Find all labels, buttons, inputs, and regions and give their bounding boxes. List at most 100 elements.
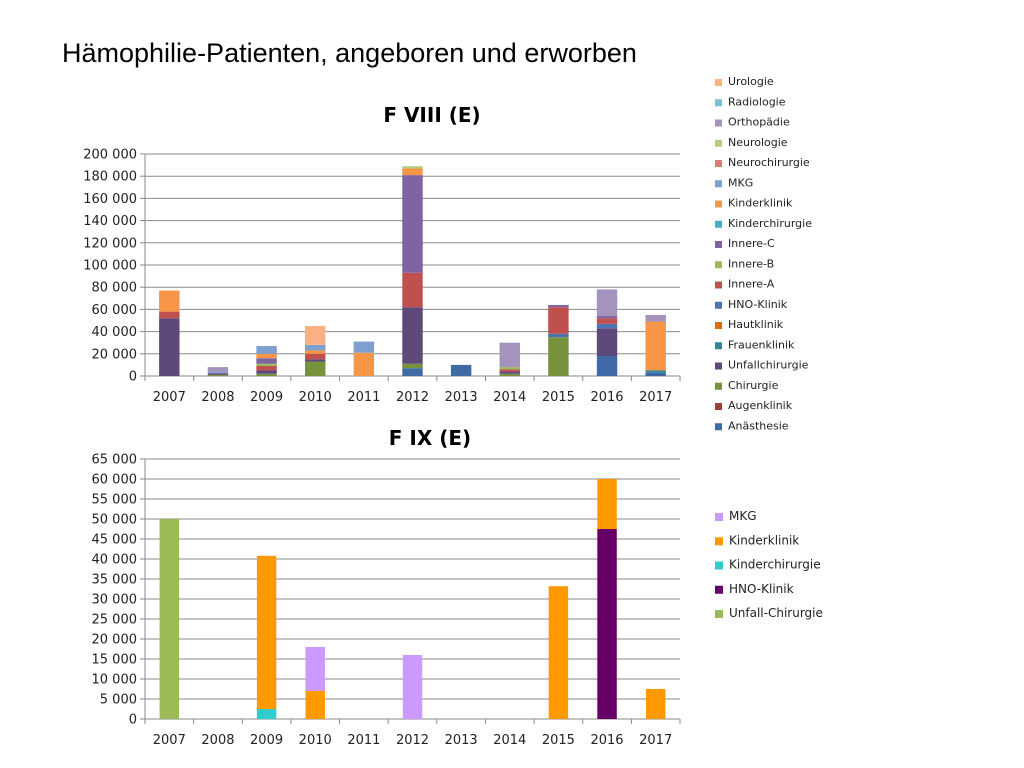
chart-title: F IX (E) bbox=[389, 426, 471, 450]
x-tick-label: 2013 bbox=[445, 390, 478, 405]
slide-title: Hämophilie-Patienten, angeboren und erwo… bbox=[62, 38, 637, 68]
x-tick-label: 2016 bbox=[590, 733, 623, 748]
x-tick-label: 2009 bbox=[250, 390, 283, 405]
chart-f-viii: F VIII (E) 0 20 000 40 000 60 000 80 000 100 0… bbox=[83, 75, 812, 432]
x-tick-label: 2017 bbox=[639, 733, 672, 748]
x-tick-label: 2011 bbox=[347, 733, 380, 748]
bar-segment-kinderklinik-2009 bbox=[256, 555, 277, 709]
legend-swatch-anaesthesie bbox=[715, 423, 722, 431]
bar-segment-innere-c-2016 bbox=[596, 316, 618, 319]
bar-segment-innere-a-2015 bbox=[548, 307, 569, 334]
bar-segment-innere-a-2007 bbox=[159, 311, 180, 319]
bar-segment-mkg-2009 bbox=[256, 346, 277, 354]
bar-segment-anaesthesie-2017 bbox=[645, 372, 666, 376]
x-tick-label: 2010 bbox=[299, 733, 332, 748]
legend-swatch-hno-klinik bbox=[715, 585, 723, 594]
bar-segment-unfallchirurgie-2009 bbox=[256, 370, 277, 374]
legend-label-kinderklinik: Kinderklinik bbox=[729, 533, 799, 547]
legend-label-innere-b: Innere-B bbox=[728, 257, 774, 270]
bar-segment-orthopaedie-2016 bbox=[596, 289, 618, 317]
legend-swatch-unfall-chirurgie bbox=[715, 610, 723, 618]
y-tick-label: 120 000 bbox=[83, 236, 137, 251]
bar-segment-unfall-chirurgie-2007 bbox=[159, 519, 180, 719]
bar-segment-innere-c-2015 bbox=[548, 304, 569, 308]
x-tick-label: 2007 bbox=[153, 390, 186, 405]
bar-segment-innere-a-2012 bbox=[402, 272, 423, 308]
x-tick-label: 2008 bbox=[201, 733, 234, 748]
legend-label-mkg: MKG bbox=[729, 509, 757, 523]
y-tick-label: 5 000 bbox=[100, 693, 137, 708]
bar-segment-mkg-2011 bbox=[353, 341, 375, 353]
x-tick-label: 2013 bbox=[445, 733, 478, 748]
bar-segment-innere-c-2009 bbox=[256, 358, 277, 364]
x-tick-label: 2008 bbox=[201, 390, 234, 405]
bar-segment-mkg-2012 bbox=[402, 655, 423, 719]
x-tick-label: 2007 bbox=[153, 733, 186, 748]
bar-segment-urologie-2010 bbox=[305, 326, 326, 345]
x-tick-label: 2012 bbox=[396, 733, 429, 748]
x-tick-label: 2017 bbox=[639, 390, 672, 405]
bar-segment-unfallchirurgie-2012 bbox=[402, 307, 423, 364]
legend-swatch-hno-klinik bbox=[715, 301, 722, 309]
y-tick-label: 60 000 bbox=[92, 473, 138, 488]
bar-segment-kinderchirurgie-2009 bbox=[256, 709, 277, 719]
y-tick-label: 40 000 bbox=[92, 553, 138, 568]
legend-swatch-neurologie bbox=[715, 139, 722, 147]
legend-label-anaesthesie: Anästhesie bbox=[728, 419, 789, 432]
x-tick-label: 2014 bbox=[493, 390, 526, 405]
legend-label-urologie: Urologie bbox=[728, 75, 774, 88]
x-tick-label: 2012 bbox=[396, 390, 429, 405]
bar-segment-kinderklinik-2010 bbox=[305, 350, 326, 354]
legend-label-kinderchirurgie: Kinderchirurgie bbox=[728, 217, 812, 230]
bar-segment-innere-a-2009 bbox=[256, 366, 277, 371]
legend-swatch-innere-c bbox=[715, 241, 722, 248]
y-tick-label: 40 000 bbox=[92, 325, 138, 340]
legend-swatch-frauenklinik bbox=[715, 342, 722, 350]
y-tick-label: 10 000 bbox=[92, 673, 138, 688]
bar-segment-mkg-2010 bbox=[305, 647, 325, 691]
y-tick-label: 0 bbox=[129, 370, 137, 385]
y-tick-label: 15 000 bbox=[92, 653, 138, 668]
bar-segment-orthopaedie-2017 bbox=[645, 314, 666, 322]
bar-segment-unfallchirurgie-2010 bbox=[305, 359, 326, 362]
legend-swatch-mkg bbox=[715, 180, 722, 188]
bar-segment-kinderklinik-2017 bbox=[645, 689, 666, 719]
bar-segment-orthopaedie-2014 bbox=[499, 342, 520, 368]
bar-segment-neurologie-2012 bbox=[402, 166, 423, 169]
bar-segment-mkg-2008 bbox=[207, 371, 229, 374]
y-tick-label: 160 000 bbox=[83, 192, 137, 207]
legend-swatch-kinderchirurgie bbox=[715, 220, 722, 228]
x-tick-label: 2015 bbox=[542, 390, 575, 405]
legend-label-orthopaedie: Orthopädie bbox=[728, 116, 790, 129]
x-tick-label: 2009 bbox=[250, 733, 283, 748]
y-tick-label: 35 000 bbox=[92, 573, 138, 588]
y-tick-label: 80 000 bbox=[92, 281, 138, 296]
legend-swatch-mkg bbox=[715, 513, 723, 521]
bar-segment-orthopaedie-2008 bbox=[207, 367, 229, 372]
legend-label-hno-klinik: HNO-Klinik bbox=[729, 582, 794, 596]
bar-segment-kinderklinik-2016 bbox=[597, 479, 617, 529]
bar-segment-hno-klinik-2016 bbox=[597, 529, 617, 719]
legend-swatch-unfallchirurgie bbox=[715, 362, 722, 370]
bar-segment-kinderklinik-2017 bbox=[645, 321, 666, 371]
bar-segment-kinderklinik-2015 bbox=[548, 586, 569, 719]
legend-label-unfall-chirurgie: Unfall-Chirurgie bbox=[729, 606, 823, 620]
bar-segment-chirurgie-2015 bbox=[548, 337, 569, 376]
legend-swatch-orthopaedie bbox=[715, 119, 722, 127]
bar-segment-unfallchirurgie-2016 bbox=[596, 328, 618, 357]
legend-swatch-augenklinik bbox=[715, 403, 722, 410]
x-tick-label: 2015 bbox=[542, 733, 575, 748]
legend-swatch-innere-b bbox=[715, 261, 722, 269]
legend-swatch-radiologie bbox=[715, 99, 722, 107]
bar-segment-innere-b-2014 bbox=[499, 367, 520, 370]
y-tick-label: 200 000 bbox=[83, 148, 137, 163]
legend-swatch-hautklinik bbox=[715, 322, 722, 329]
legend-swatch-kinderklinik bbox=[715, 537, 723, 546]
bar-segment-hno-klinik-2015 bbox=[548, 333, 569, 338]
y-tick-label: 20 000 bbox=[92, 633, 138, 648]
legend-label-frauenklinik: Frauenklinik bbox=[728, 338, 795, 351]
legend-label-unfallchirurgie: Unfallchirurgie bbox=[728, 359, 809, 372]
legend-label-neurochirurgie: Neurochirurgie bbox=[728, 156, 810, 169]
bar-segment-innere-b-2009 bbox=[256, 363, 277, 367]
